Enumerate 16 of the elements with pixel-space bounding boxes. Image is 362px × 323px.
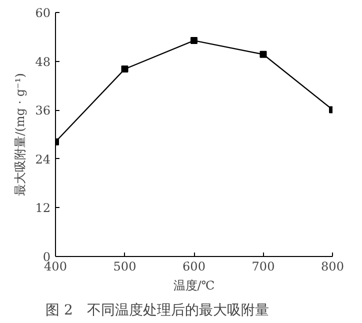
x-tick-label: 700 [252,260,275,274]
y-tick-label: 24 [35,152,51,166]
x-tick-label: 400 [44,260,67,274]
y-tick-label: 36 [35,104,51,118]
x-tick-label: 800 [321,260,344,274]
point [190,37,198,44]
point [260,50,267,58]
y-tick-label: 60 [35,6,51,20]
x-axis-title: 温度/℃ [173,278,215,292]
point [121,66,128,73]
y-tick-label: 48 [35,54,51,69]
x-tick-label: 600 [182,260,206,274]
x-tick-label: 500 [113,260,136,274]
caption: 图 2 不同温度处理后的最大吸附量 [46,302,269,318]
y-axis-title: 最大吸附量/(mg · g⁻¹) [13,73,28,196]
y-tick-label: 12 [35,201,51,216]
